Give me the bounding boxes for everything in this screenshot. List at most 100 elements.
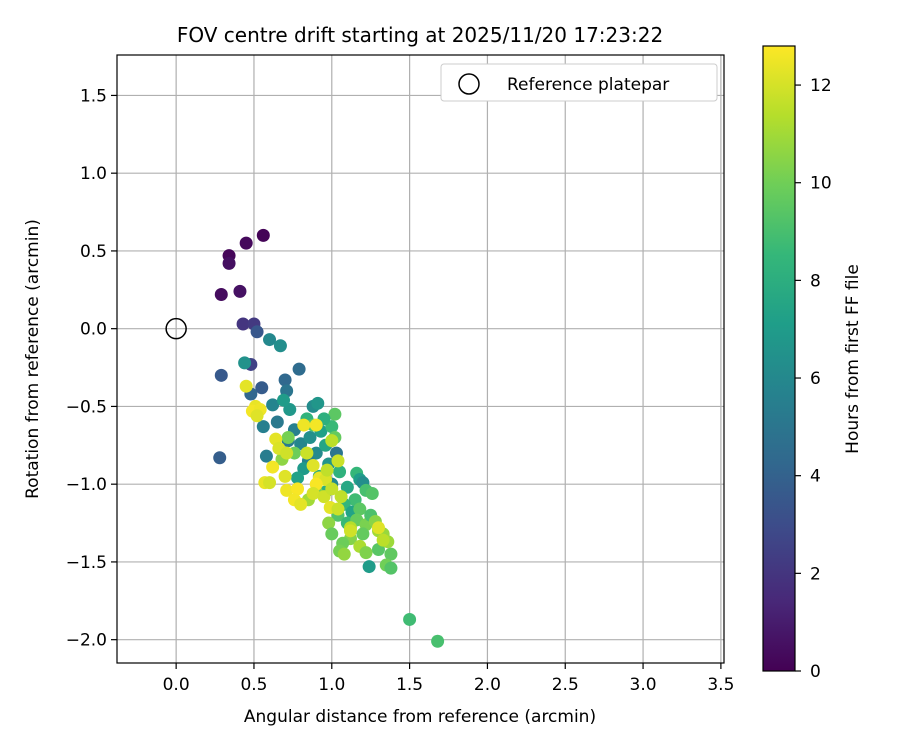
data-point <box>359 546 373 560</box>
data-point <box>365 487 379 501</box>
data-point <box>266 460 280 474</box>
x-tick-label: 3.5 <box>707 675 734 695</box>
reference-marker <box>165 317 187 340</box>
y-tick-label: 1.0 <box>80 164 107 184</box>
data-point <box>292 362 306 376</box>
data-point <box>256 420 270 434</box>
x-tick-label: 0.5 <box>240 675 267 695</box>
data-point <box>214 368 228 382</box>
colorbar-tick-label: 0 <box>810 662 821 682</box>
colorbar-tick-label: 2 <box>810 564 821 584</box>
data-point <box>333 465 347 479</box>
data-point <box>266 398 280 412</box>
data-point <box>283 403 297 417</box>
data-point <box>250 325 264 339</box>
y-tick-label: −1.5 <box>66 553 107 573</box>
data-point <box>309 418 323 432</box>
data-point <box>325 527 339 541</box>
data-point <box>343 524 357 538</box>
x-axis-ticks: 0.0 0.5 1.0 1.5 2.0 2.5 3.0 3.5 <box>163 663 734 695</box>
data-point <box>278 469 292 483</box>
data-point <box>236 317 250 331</box>
data-point <box>294 497 308 511</box>
data-point <box>403 612 417 626</box>
data-point <box>306 487 320 501</box>
data-point <box>281 431 295 445</box>
colorbar <box>762 45 796 672</box>
data-point <box>280 446 294 460</box>
data-point <box>340 480 354 494</box>
data-point <box>322 516 336 530</box>
data-point <box>278 373 292 387</box>
data-point <box>353 502 367 516</box>
data-point <box>331 502 345 516</box>
y-tick-label: 0.0 <box>80 320 107 340</box>
data-point <box>259 449 273 463</box>
y-tick-label: −2.0 <box>66 631 107 651</box>
chart-title: FOV centre drift starting at 2025/11/20 … <box>177 23 663 47</box>
data-point <box>291 471 305 485</box>
data-point <box>256 228 270 242</box>
x-tick-label: 0.0 <box>163 675 190 695</box>
data-point <box>280 483 294 497</box>
x-tick-label: 3.0 <box>630 675 657 695</box>
data-point <box>328 407 342 421</box>
colorbar-tick-label: 4 <box>810 467 821 487</box>
data-point <box>291 482 305 496</box>
data-point <box>431 634 445 648</box>
y-tick-label: 0.5 <box>80 242 107 262</box>
y-tick-label: −0.5 <box>66 397 107 417</box>
data-point <box>306 459 320 473</box>
x-tick-label: 1.0 <box>318 675 345 695</box>
data-point <box>362 560 376 574</box>
data-point <box>222 256 236 270</box>
x-tick-label: 2.5 <box>552 675 579 695</box>
data-point <box>239 379 253 393</box>
data-point <box>250 409 264 423</box>
data-point <box>356 527 370 541</box>
data-point <box>325 434 339 448</box>
y-tick-label: −1.0 <box>66 475 107 495</box>
grid-lines <box>117 55 724 663</box>
data-point <box>214 287 228 301</box>
legend-label: Reference platepar <box>507 75 669 95</box>
x-axis-label: Angular distance from reference (arcmin) <box>244 707 596 727</box>
x-tick-label: 1.5 <box>396 675 423 695</box>
data-point <box>337 547 351 561</box>
data-point <box>334 490 348 504</box>
colorbar-tick-label: 8 <box>810 271 821 291</box>
plot-frame <box>116 54 725 664</box>
y-axis-ticks: 1.5 1.0 0.5 0.0 −0.5 −1.0 −1.5 −2.0 <box>66 86 117 651</box>
data-point <box>263 333 277 347</box>
data-point <box>303 431 317 445</box>
legend-box <box>440 63 718 102</box>
data-point <box>371 521 385 535</box>
scatter-points <box>213 228 445 648</box>
data-point <box>233 284 247 298</box>
colorbar-label: Hours from first FF file <box>843 264 863 454</box>
colorbar-tick-label: 10 <box>810 174 832 194</box>
data-point <box>239 236 253 250</box>
data-point <box>325 482 339 496</box>
data-point <box>263 476 277 490</box>
y-axis-label: Rotation from reference (arcmin) <box>23 219 43 499</box>
data-point <box>255 381 269 395</box>
data-point <box>238 356 252 370</box>
data-point <box>311 396 325 410</box>
legend-marker <box>458 73 480 95</box>
colorbar-ticks: 0 2 4 6 8 10 12 <box>795 76 832 682</box>
data-point <box>331 454 345 468</box>
data-point <box>277 393 291 407</box>
colorbar-tick-label: 6 <box>810 369 821 389</box>
data-point <box>320 463 334 477</box>
colorbar-tick-label: 12 <box>810 76 832 96</box>
y-tick-label: 1.5 <box>80 86 107 106</box>
data-point <box>384 561 398 575</box>
data-point <box>300 446 314 460</box>
legend: Reference platepar <box>440 63 718 102</box>
data-point <box>270 415 284 429</box>
data-point <box>213 451 227 465</box>
data-point <box>297 418 311 432</box>
data-point <box>273 339 287 353</box>
